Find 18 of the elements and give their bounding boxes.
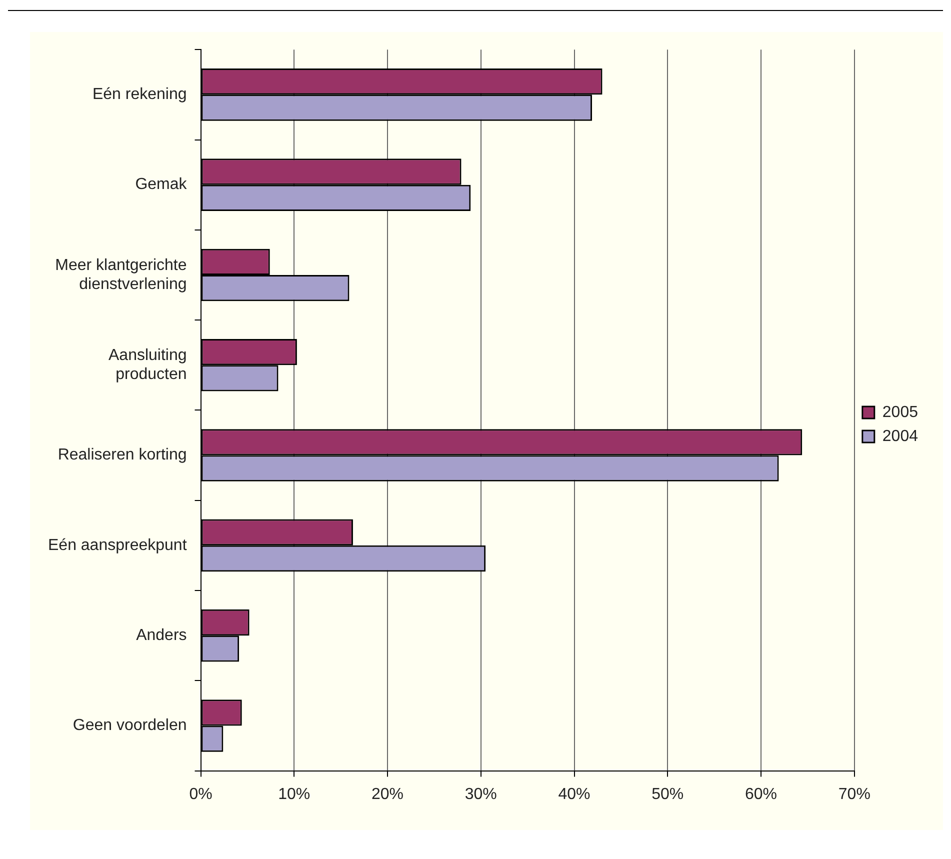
y-tick-label: Aansluiting producten [108, 346, 187, 384]
y-tick-label: Eén rekening [92, 86, 187, 104]
y-tick-label: Meer klantgerichte dienstverlening [55, 256, 187, 293]
x-tick-label: 60% [745, 786, 778, 803]
legend-label: 2004 [882, 428, 918, 445]
y-tick-label: Anders [136, 626, 187, 644]
y-tick-label: Realiseren korting [58, 446, 187, 464]
x-tick-label: 50% [652, 786, 684, 803]
x-tick-label: 10% [278, 786, 310, 803]
x-tick-label: 20% [372, 786, 404, 803]
y-tick-label: Geen voordelen [72, 717, 187, 734]
y-tick-label: Gemak [135, 176, 188, 194]
x-tick-label: 30% [464, 786, 497, 803]
y-tick-label: Eén aanspreekpunt [48, 536, 188, 554]
x-tick-label: 40% [558, 786, 590, 803]
x-tick-label: 70% [838, 786, 870, 803]
legend-label: 2005 [882, 404, 918, 421]
x-tick-label: 0% [189, 786, 212, 803]
